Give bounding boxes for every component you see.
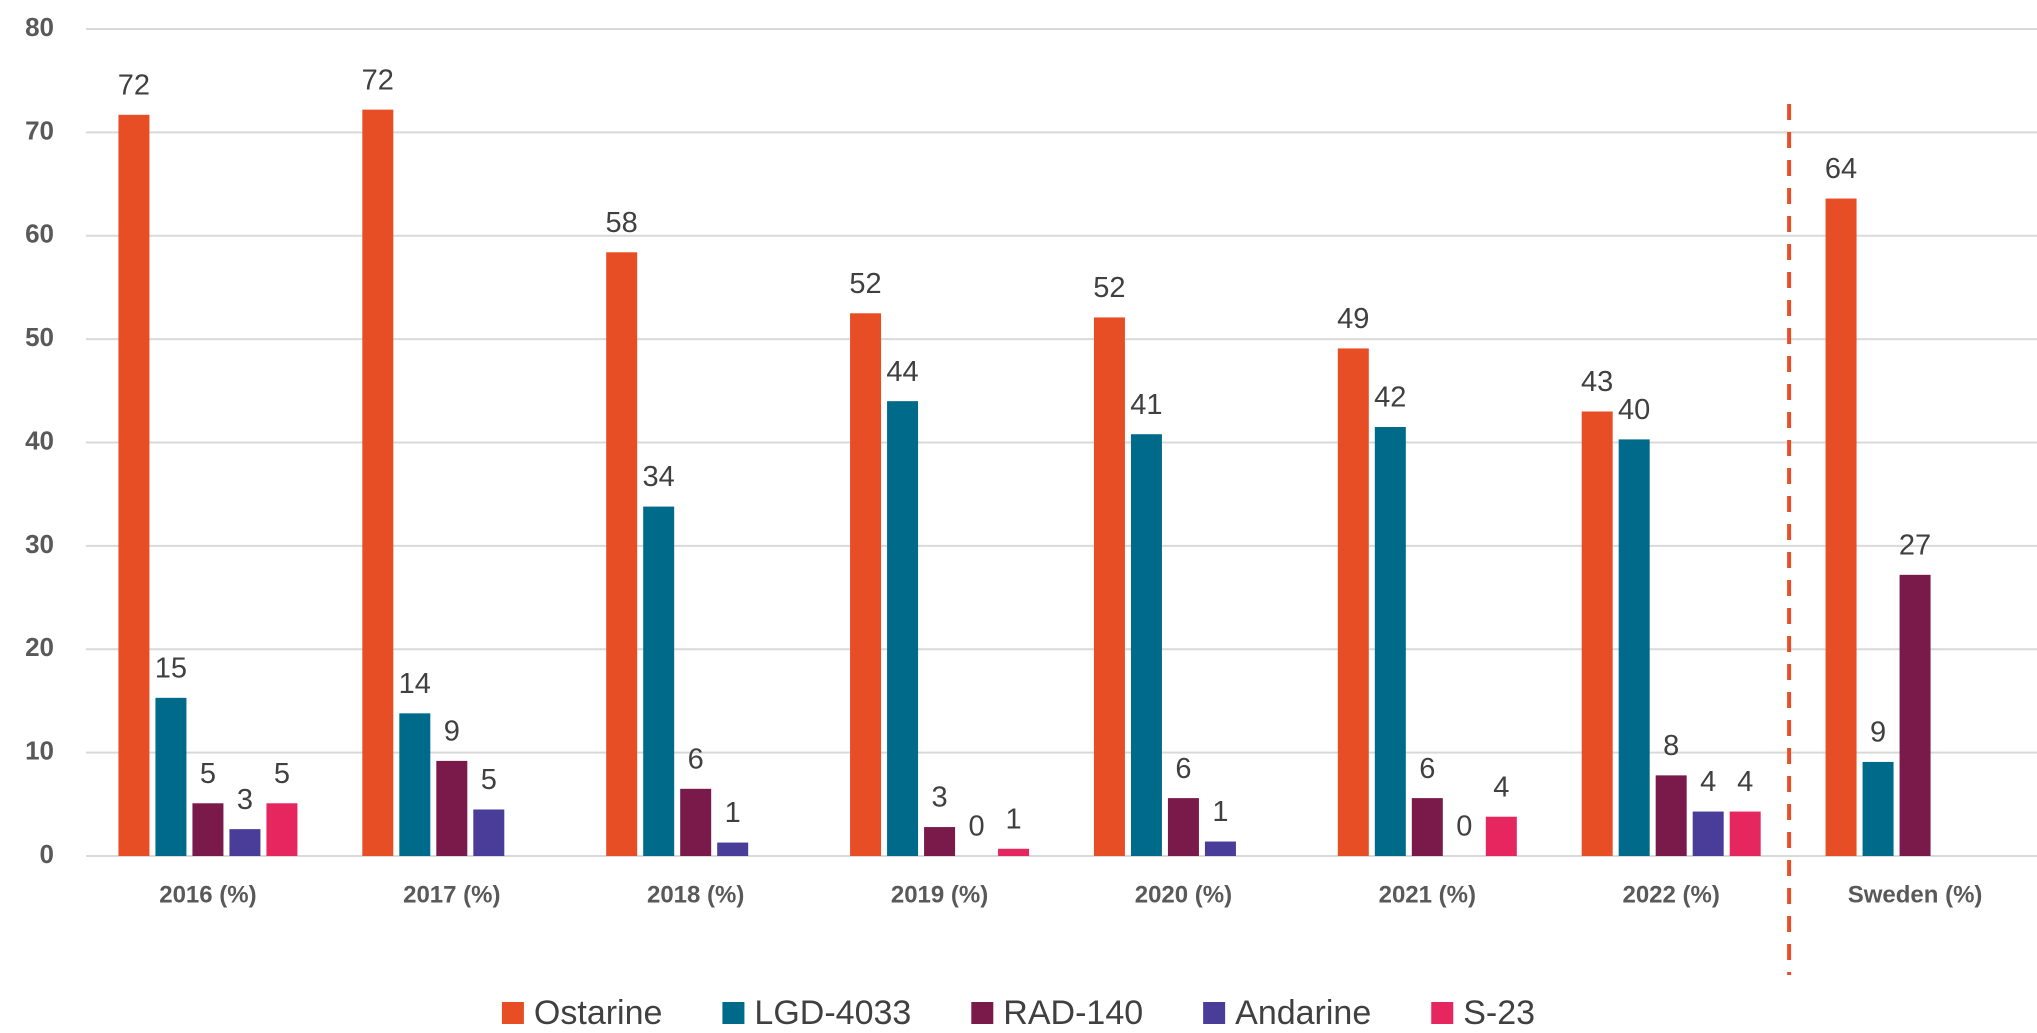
bar [606, 252, 638, 857]
value-label: 6 [688, 743, 704, 775]
bar [887, 401, 919, 856]
y-tick-label: 10 [25, 736, 54, 766]
value-label: 5 [274, 758, 290, 790]
bar [924, 827, 956, 856]
bar [1204, 841, 1236, 856]
bar [850, 313, 882, 856]
legend-label: LGD-4033 [754, 994, 911, 1032]
y-tick-label: 80 [25, 12, 54, 42]
x-tick-label: 2020 (%) [1135, 881, 1232, 908]
value-label: 72 [362, 64, 394, 96]
value-label: 6 [1175, 753, 1191, 785]
value-label: 5 [200, 758, 216, 790]
value-label: 1 [1005, 803, 1021, 835]
value-label: 9 [1870, 717, 1886, 749]
y-tick-label: 30 [25, 529, 54, 559]
bar [680, 788, 712, 856]
bar [1729, 811, 1761, 856]
value-label: 5 [481, 764, 497, 796]
bar [1618, 439, 1650, 856]
value-label: 3 [931, 782, 947, 814]
bar [1337, 348, 1369, 856]
value-label: 6 [1419, 753, 1435, 785]
bar [118, 114, 150, 856]
legend-label: Ostarine [534, 994, 663, 1032]
value-label: 4 [1700, 766, 1716, 798]
value-label: 49 [1337, 303, 1369, 335]
y-tick-label: 50 [25, 322, 54, 352]
x-tick-label: Sweden (%) [1848, 881, 1983, 908]
bar [1167, 798, 1199, 856]
bar [1825, 198, 1857, 856]
x-tick-label: 2018 (%) [647, 881, 744, 908]
bar [1411, 798, 1443, 856]
bar [1130, 434, 1162, 856]
value-label: 52 [1093, 272, 1125, 304]
x-tick-label: 2016 (%) [159, 881, 256, 908]
value-label: 15 [155, 652, 187, 684]
bar [229, 829, 261, 856]
bar [717, 842, 749, 856]
bar [399, 713, 431, 856]
legend-swatch [971, 1002, 994, 1024]
bar [192, 803, 224, 856]
bar [1692, 811, 1724, 856]
value-label: 4 [1737, 766, 1753, 798]
legend-label: Andarine [1235, 994, 1371, 1032]
bar [473, 809, 505, 856]
value-label: 8 [1663, 730, 1679, 762]
legend-swatch [1431, 1002, 1454, 1024]
bar [643, 506, 675, 856]
legend-label: RAD-140 [1003, 994, 1143, 1032]
value-label: 1 [725, 797, 741, 829]
bar [1093, 317, 1125, 856]
value-label: 4 [1493, 771, 1509, 803]
value-label: 0 [968, 811, 984, 843]
y-tick-label: 40 [25, 425, 54, 455]
legend-label: S-23 [1463, 994, 1535, 1032]
value-label: 1 [1212, 796, 1228, 828]
bar [362, 109, 394, 856]
value-label: 43 [1581, 366, 1613, 398]
bar [1485, 816, 1517, 856]
x-tick-label: 2022 (%) [1622, 881, 1719, 908]
bar [436, 760, 468, 856]
bar [1899, 574, 1931, 856]
bar [1581, 411, 1613, 856]
value-label: 42 [1374, 382, 1406, 414]
value-label: 34 [643, 461, 675, 493]
bar [1862, 761, 1894, 856]
value-label: 44 [886, 356, 918, 388]
bar [155, 697, 187, 856]
bar [266, 803, 298, 856]
value-label: 40 [1618, 394, 1650, 426]
value-label: 64 [1825, 153, 1857, 185]
bar [1655, 775, 1687, 856]
legend-swatch [1203, 1002, 1226, 1024]
value-label: 9 [444, 716, 460, 748]
value-label: 41 [1130, 389, 1162, 421]
y-tick-label: 70 [25, 115, 54, 145]
y-tick-label: 20 [25, 632, 54, 662]
value-label: 58 [606, 207, 638, 239]
x-tick-label: 2017 (%) [403, 881, 500, 908]
value-label: 72 [118, 69, 150, 101]
x-tick-label: 2019 (%) [891, 881, 988, 908]
y-tick-label: 0 [40, 839, 54, 869]
bar [998, 848, 1030, 856]
legend-swatch [501, 1002, 524, 1024]
value-label: 14 [399, 668, 431, 700]
value-label: 27 [1899, 529, 1931, 561]
legend-swatch [722, 1002, 745, 1024]
x-tick-label: 2021 (%) [1379, 881, 1476, 908]
value-label: 52 [849, 268, 881, 300]
value-label: 3 [237, 784, 253, 816]
value-label: 0 [1456, 811, 1472, 843]
bar [1374, 426, 1406, 856]
y-tick-label: 60 [25, 219, 54, 249]
